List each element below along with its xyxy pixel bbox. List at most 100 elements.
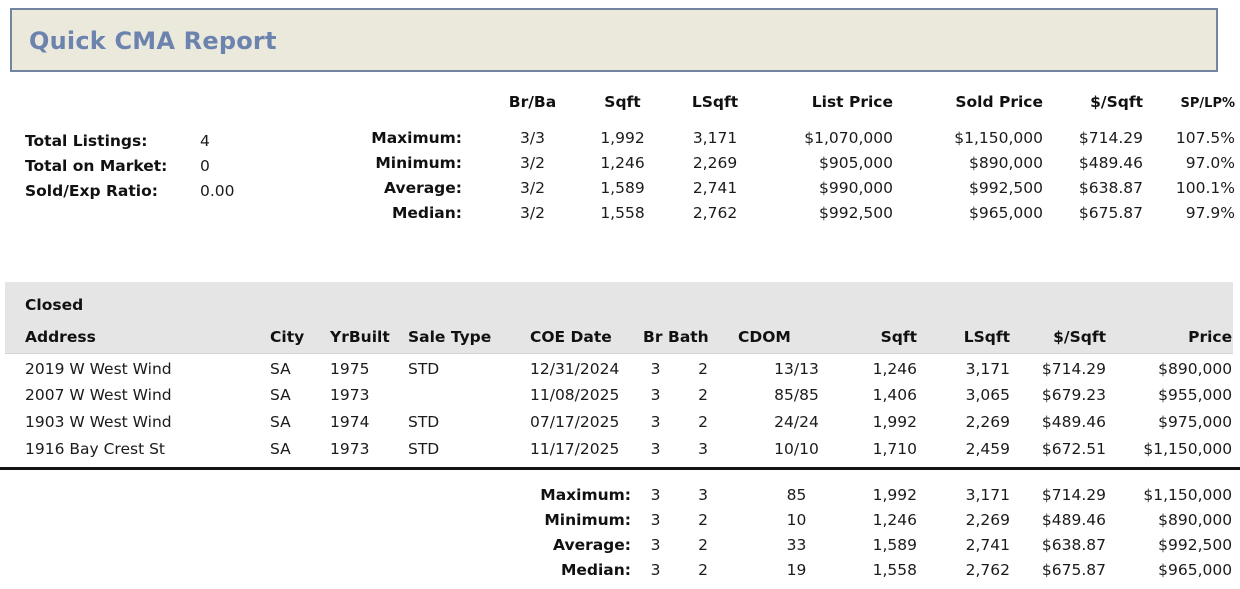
column-header-price-sqft: $/Sqft: [1053, 328, 1106, 346]
column-header-empty: [345, 93, 475, 125]
cell-lsqft: 2,269: [965, 510, 1010, 529]
cell-lsqft: 2,762: [692, 203, 738, 222]
totals-label: Median:: [560, 560, 631, 579]
cell-sale-type: [408, 381, 530, 408]
totals-label: Minimum:: [544, 510, 631, 529]
cell-sold-price: $890,000: [969, 153, 1043, 172]
stat-label: Sold/Exp Ratio:: [25, 182, 158, 200]
summary-row-average: Average: 3/2 1,589 2,741 $990,000 $992,5…: [345, 175, 1235, 200]
cell-price: $965,000: [1158, 560, 1233, 579]
section-header-band: [5, 282, 1233, 354]
summary-row-maximum: Maximum: 3/3 1,992 3,171 $1,070,000 $1,1…: [345, 125, 1235, 150]
cell-bath: 2: [698, 535, 708, 554]
cell-sqft: 1,558: [872, 560, 917, 579]
cell-coe-date: 07/17/2025: [530, 412, 620, 431]
column-header-sqft: Sqft: [604, 93, 641, 111]
cell-cdom: 10: [786, 510, 807, 529]
summary-row-minimum: Minimum: 3/2 1,246 2,269 $905,000 $890,0…: [345, 150, 1235, 175]
row-label: Median:: [391, 203, 462, 222]
cell-cdom: 85: [786, 485, 807, 504]
column-header-price-sqft: $/Sqft: [1090, 93, 1143, 111]
cell-lsqft: 2,762: [965, 560, 1010, 579]
cell-sold-price: $965,000: [969, 203, 1043, 222]
totals-separator-row: [0, 462, 1240, 470]
column-header-lsqft: LSqft: [691, 93, 739, 111]
cell-cdom: 13/13: [774, 360, 819, 378]
cell-sqft: 1,406: [872, 385, 917, 404]
column-header-lsqft: LSqft: [963, 328, 1010, 346]
cell-lsqft: 2,741: [965, 535, 1010, 554]
cell-sp-lp: 97.0%: [1185, 153, 1235, 172]
row-label: Maximum:: [371, 128, 462, 147]
column-header-list-price: List Price: [811, 93, 893, 111]
column-header-coe-date: COE Date: [530, 328, 612, 346]
cell-price-sqft: $638.87: [1041, 535, 1106, 554]
cell-price-sqft: $489.46: [1078, 153, 1143, 172]
cell-sp-lp: 100.1%: [1175, 178, 1235, 197]
cell-bath: 2: [698, 360, 708, 378]
cell-bath: 2: [698, 510, 708, 529]
summary-section: Total Listings: 4 Total on Market: 0 Sold/…: [0, 93, 1240, 243]
double-rule: [0, 467, 1240, 470]
section-title: Closed: [25, 296, 84, 314]
cell-br: 3: [650, 360, 661, 378]
summary-statistics-table: Br/Ba Sqft LSqft List Price Sold Price $…: [345, 93, 1235, 225]
column-header-bath: Bath: [668, 328, 709, 346]
cell-sqft: 1,992: [600, 128, 645, 147]
cell-sqft: 1,246: [600, 153, 645, 172]
cell-price-sqft: $714.29: [1078, 128, 1143, 147]
column-header-yrbuilt: YrBuilt: [330, 328, 390, 346]
page-title: Quick CMA Report: [29, 27, 277, 55]
cell-price: $890,000: [1158, 360, 1233, 378]
cell-price: $992,500: [1158, 535, 1233, 554]
totals-row-average: Average: 3 2 33 1,589 2,741 $638.87 $992…: [0, 532, 1240, 557]
column-header-sale-type: Sale Type: [408, 328, 492, 346]
cell-sqft: 1,246: [872, 510, 917, 529]
cell-br: 3: [650, 535, 661, 554]
cell-price-sqft: $714.29: [1041, 360, 1106, 378]
cell-sqft: 1,246: [872, 360, 917, 378]
listing-row: 1903 W West Wind SA 1974 STD 07/17/2025 …: [0, 408, 1240, 435]
cell-cdom: 85/85: [774, 385, 819, 404]
cell-bath: 3: [698, 485, 708, 504]
listing-stats: Total Listings: 4 Total on Market: 0 Sold/…: [25, 129, 235, 204]
stat-label: Total Listings:: [25, 132, 148, 150]
column-header-brba: Br/Ba: [508, 93, 557, 111]
cell-lsqft: 2,459: [965, 439, 1010, 458]
listing-row: 2007 W West Wind SA 1973 11/08/2025 3 2 …: [0, 381, 1240, 408]
cell-price: $955,000: [1158, 385, 1233, 404]
cell-price-sqft: $638.87: [1078, 178, 1143, 197]
cell-price-sqft: $672.51: [1041, 439, 1106, 458]
cell-sale-type: STD: [408, 360, 440, 378]
cell-list-price: $990,000: [819, 178, 893, 197]
cell-price: $1,150,000: [1143, 439, 1233, 458]
cell-bath: 2: [698, 385, 708, 404]
cell-lsqft: 3,171: [692, 128, 738, 147]
cell-br: 3: [650, 510, 661, 529]
closed-header-row: Address City YrBuilt Sale Type COE Date …: [0, 318, 1240, 354]
column-header-cdom: CDOM: [738, 328, 791, 346]
cell-bath: 3: [698, 439, 708, 458]
cell-br: 3: [650, 439, 661, 458]
closed-listings-table: Closed Address City YrBuilt Sale Type CO…: [0, 282, 1240, 582]
cell-city: SA: [270, 385, 291, 404]
cell-sp-lp: 97.9%: [1185, 203, 1235, 222]
cell-price-sqft: $489.46: [1041, 412, 1106, 431]
cell-cdom: 19: [786, 560, 807, 579]
cell-lsqft: 3,065: [965, 385, 1010, 404]
cell-sqft: 1,589: [872, 535, 917, 554]
cell-br: 3: [650, 560, 661, 579]
listing-row: 2019 W West Wind SA 1975 STD 12/31/2024 …: [0, 354, 1240, 381]
cell-address: 2019 W West Wind: [25, 360, 172, 378]
stat-value: 4: [200, 132, 210, 150]
cell-sqft: 1,558: [600, 203, 645, 222]
cell-price-sqft: $489.46: [1041, 510, 1106, 529]
stat-total-listings: Total Listings: 4: [25, 129, 235, 154]
cell-sale-type: STD: [408, 412, 440, 431]
cell-lsqft: 2,269: [965, 412, 1010, 431]
cell-brba: 3/2: [520, 153, 545, 172]
cell-brba: 3/2: [520, 203, 545, 222]
cell-lsqft: 2,269: [692, 153, 738, 172]
cell-address: 2007 W West Wind: [25, 385, 172, 404]
